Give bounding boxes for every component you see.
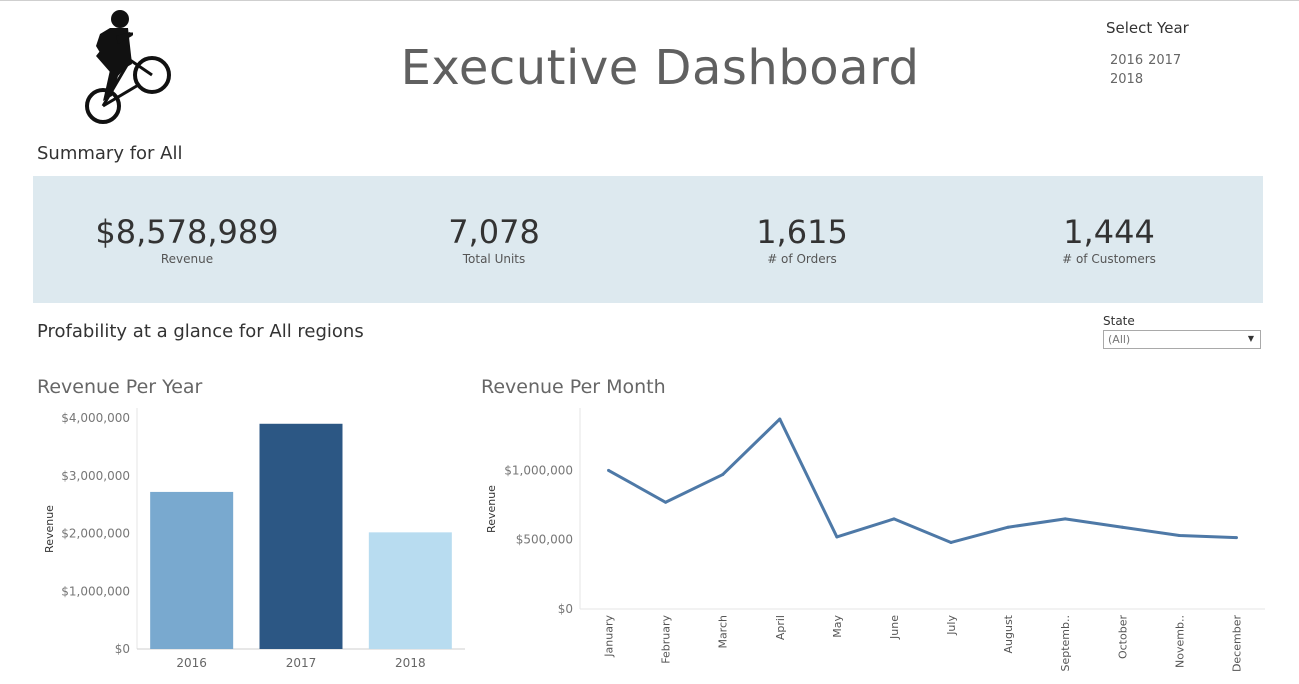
data-point-april — [778, 417, 782, 421]
x-tick-label: February — [660, 615, 673, 664]
y-tick-label: $0 — [558, 602, 573, 616]
x-tick-label: Novemb.. — [1173, 615, 1186, 668]
kpi-customers: 1,444 # of Customers — [959, 212, 1259, 266]
kpi-value: 1,615 — [756, 213, 848, 251]
x-tick-label: June — [888, 615, 901, 640]
y-tick-label: $4,000,000 — [61, 411, 130, 425]
data-point-october — [1120, 525, 1124, 529]
profitability-title: Profability at a glance for All regions — [37, 321, 364, 342]
y-tick-label: $500,000 — [516, 533, 573, 547]
x-tick-label: March — [717, 615, 730, 649]
kpi-label: # of Orders — [767, 252, 837, 266]
revenue-per-year-title: Revenue Per Year — [37, 376, 203, 398]
y-axis-label: Revenue — [485, 485, 498, 533]
year-option-2018[interactable]: 2018 — [1110, 72, 1144, 87]
kpi-value: $8,578,989 — [95, 213, 279, 251]
state-filter-label: State — [1103, 314, 1135, 328]
x-tick-label: May — [831, 615, 844, 638]
data-point-may — [835, 535, 839, 539]
x-tick-label: April — [774, 615, 787, 640]
data-point-march — [721, 473, 725, 477]
revenue-line — [607, 417, 1237, 544]
y-tick-label: $2,000,000 — [61, 527, 130, 541]
kpi-orders: 1,615 # of Orders — [652, 212, 952, 266]
kpi-revenue: $8,578,989 Revenue — [37, 212, 337, 266]
y-tick-label: $0 — [115, 642, 130, 656]
year-option-2017[interactable]: 2017 — [1148, 53, 1182, 68]
kpi-label: Total Units — [462, 252, 526, 266]
data-point-february — [664, 500, 668, 504]
kpi-value: 1,444 — [1063, 213, 1155, 251]
x-tick-label: January — [603, 615, 616, 658]
x-tick-label: October — [1116, 615, 1129, 659]
data-point-july — [949, 540, 953, 544]
top-border — [0, 0, 1299, 1]
data-point-january — [607, 468, 611, 472]
bmx-rider-icon — [85, 10, 171, 124]
x-tick-label: 2018 — [395, 656, 426, 670]
data-point-june — [892, 517, 896, 521]
x-tick-label: 2016 — [176, 656, 207, 670]
kpi-label: Revenue — [160, 252, 214, 266]
bar-2018 — [368, 532, 452, 649]
bar-2016 — [150, 491, 234, 649]
data-point-august — [1006, 525, 1010, 529]
x-tick-label: Septemb.. — [1059, 615, 1072, 672]
y-axis-label: Revenue — [43, 505, 56, 553]
year-filter-options: 2016 2017 2018 — [1106, 51, 1196, 89]
data-point-december — [1234, 536, 1238, 540]
data-point-septemb — [1063, 517, 1067, 521]
kpi-value: 7,078 — [448, 213, 540, 251]
y-tick-label: $3,000,000 — [61, 469, 130, 483]
state-select[interactable]: (All) ▼ — [1103, 330, 1261, 349]
page-title: Executive Dashboard — [400, 40, 920, 96]
x-tick-label: July — [945, 615, 958, 636]
x-tick-label: August — [1002, 614, 1015, 653]
x-tick-label: 2017 — [286, 656, 317, 670]
x-tick-label: December — [1230, 615, 1243, 673]
year-option-2016[interactable]: 2016 — [1110, 53, 1144, 68]
y-tick-label: $1,000,000 — [61, 584, 130, 598]
kpi-total-units: 7,078 Total Units — [344, 212, 644, 266]
revenue-per-month-title: Revenue Per Month — [481, 376, 666, 398]
state-select-value: (All) — [1108, 333, 1131, 346]
year-filter: Select Year 2016 2017 2018 — [1106, 19, 1266, 89]
summary-title: Summary for All — [37, 143, 183, 164]
data-point-novemb — [1177, 534, 1181, 538]
dropdown-arrow-icon: ▼ — [1247, 334, 1254, 343]
year-filter-label: Select Year — [1106, 19, 1189, 37]
kpi-band: $8,578,989 Revenue 7,078 Total Units 1,6… — [33, 176, 1263, 303]
kpi-label: # of Customers — [1062, 252, 1156, 266]
bar-2017 — [259, 423, 343, 649]
y-tick-label: $1,000,000 — [504, 463, 573, 477]
state-filter: State (All) ▼ — [1103, 314, 1263, 349]
